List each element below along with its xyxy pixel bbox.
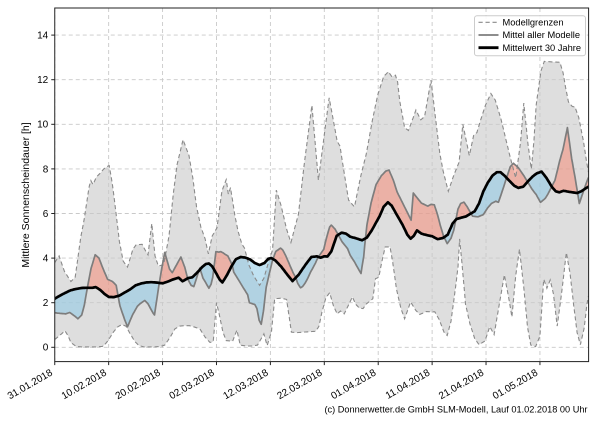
- svg-text:10: 10: [37, 120, 49, 131]
- svg-text:Mittlere Sonnenscheindauer [h]: Mittlere Sonnenscheindauer [h]: [20, 122, 32, 267]
- svg-text:6: 6: [43, 209, 49, 220]
- svg-text:(c) Donnerwetter.de GmbH SLM-M: (c) Donnerwetter.de GmbH SLM-Modell, Lau…: [325, 405, 588, 415]
- svg-text:2: 2: [43, 298, 49, 309]
- svg-text:Mittel aller Modelle: Mittel aller Modelle: [503, 30, 581, 40]
- svg-text:Modellgrenzen: Modellgrenzen: [503, 18, 564, 28]
- svg-text:0: 0: [43, 343, 49, 354]
- svg-text:12: 12: [37, 75, 49, 86]
- svg-text:4: 4: [43, 254, 49, 265]
- svg-text:14: 14: [37, 31, 49, 42]
- svg-text:Mittelwert 30 Jahre: Mittelwert 30 Jahre: [503, 43, 582, 53]
- svg-text:8: 8: [43, 164, 49, 175]
